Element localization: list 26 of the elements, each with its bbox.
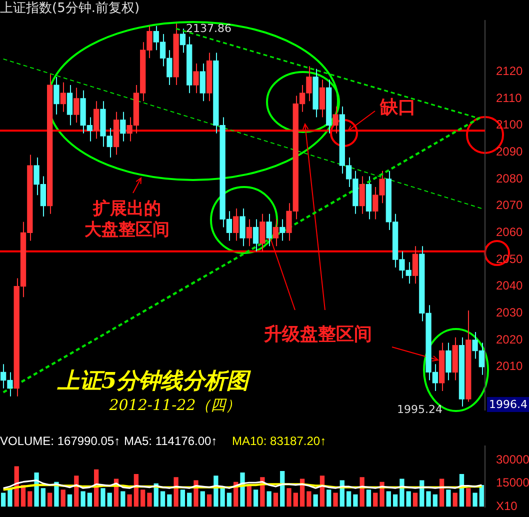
y-tick-label: 2030 (496, 305, 524, 320)
annotation: 1995.24 (397, 403, 442, 416)
annotation: 上证5分钟线分析图 (57, 367, 249, 396)
y-tick-label: 2060 (496, 224, 524, 239)
y-tick-label: 2010 (496, 359, 524, 374)
y-tick-label: 30000 (496, 452, 529, 466)
y-tick-label: 2090 (496, 144, 524, 158)
y-tick-label: 2040 (496, 278, 524, 293)
annotation: 缺口 (380, 96, 416, 119)
chart-title: 上证指数(5分钟.前复权) (0, 1, 140, 16)
y-tick-label: 15000 (496, 476, 529, 490)
annotation: 2137.86 (186, 22, 232, 35)
y-tick-label: 2070 (496, 198, 524, 212)
y-tick-label: 2120 (496, 64, 524, 78)
annotation: MA10: 83187.20↑ (232, 434, 326, 448)
annotation: 扩展出的 (93, 198, 161, 220)
y-tick-label: 2080 (496, 171, 524, 186)
annotation: MA5: 114176.00↑ (124, 434, 218, 448)
annotation: VOLUME: 167990.05↑ (0, 434, 120, 448)
y-tick-label: 2110 (496, 90, 522, 105)
text: 1996.4 (487, 397, 529, 412)
annotation: 升级盘整区间 (264, 323, 372, 346)
y-tick-label: X10 (496, 499, 518, 514)
annotation: 2012-11-22（四） (109, 396, 241, 415)
annotation: 大盘整区间 (84, 219, 170, 241)
y-tick-label: 2020 (496, 332, 524, 346)
